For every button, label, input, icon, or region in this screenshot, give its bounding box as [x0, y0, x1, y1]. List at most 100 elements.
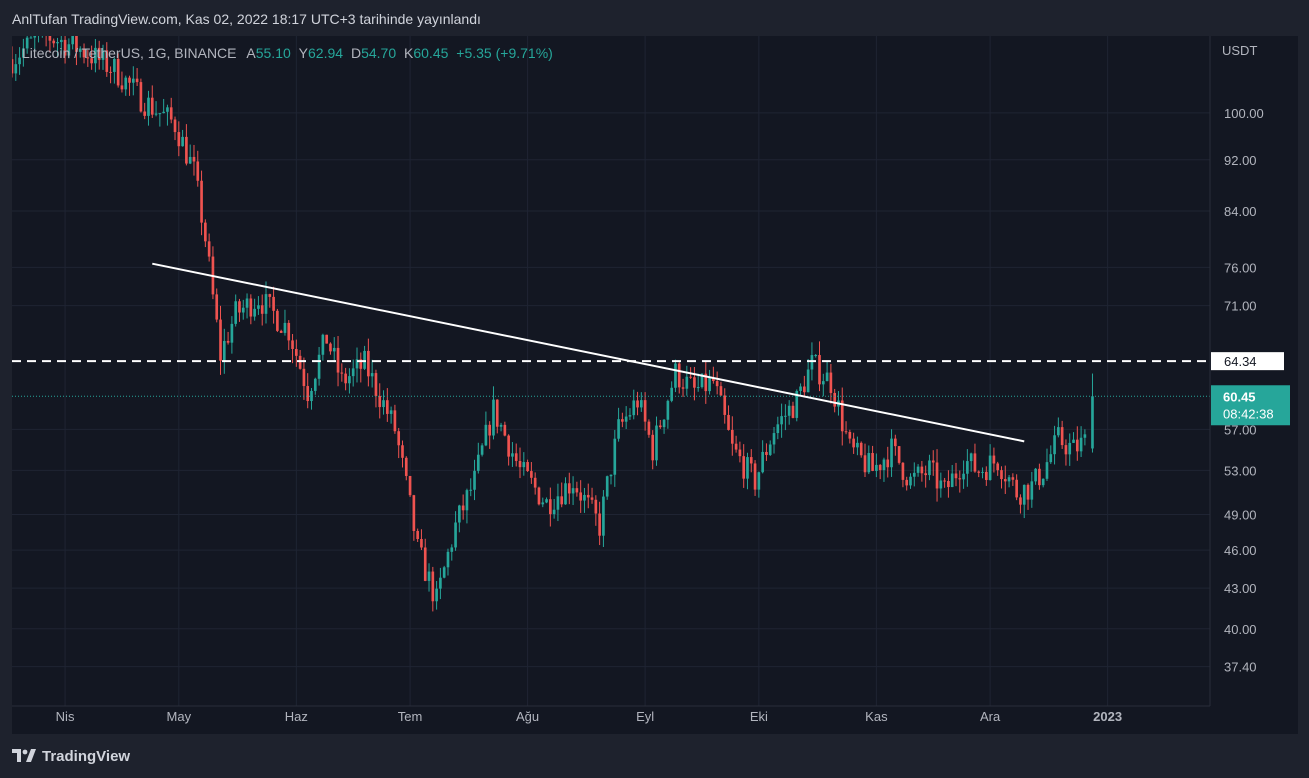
candle-body: [988, 455, 992, 480]
candle-body: [723, 395, 727, 415]
candle-body: [780, 416, 783, 425]
candle-body: [685, 376, 689, 389]
candle-body: [821, 381, 825, 385]
candle-body: [814, 355, 818, 357]
candle-body: [431, 571, 435, 602]
candle-body: [313, 378, 317, 391]
time-tick-label: Kas: [865, 709, 888, 724]
time-axis[interactable]: Nis May Haz Tem Ağu Eyl Eki Kas Ara 2023: [12, 705, 1210, 724]
price-tick-label: 37.40: [1224, 660, 1257, 675]
candle-body: [113, 58, 116, 72]
candle-body: [374, 373, 378, 397]
price-chart[interactable]: USDT 100.00 92.00 84.00 76.00 71.00 57.00 53.00…: [12, 36, 1298, 734]
price-tick-label: 76.00: [1224, 260, 1257, 275]
candle-body: [480, 445, 484, 455]
candle-body: [363, 350, 366, 369]
candle-body: [863, 455, 867, 473]
candle-body: [772, 433, 776, 445]
candle-body: [1000, 470, 1003, 480]
candle-body: [575, 488, 579, 493]
candle-body: [97, 47, 101, 60]
candle-body: [1019, 497, 1022, 505]
candle-body: [200, 180, 203, 223]
candle-body: [1060, 427, 1064, 446]
candle-body: [856, 442, 859, 448]
candle-body: [416, 530, 419, 540]
candle-body: [446, 551, 450, 568]
bar-countdown-text: 08:42:38: [1223, 406, 1274, 421]
chart-pane[interactable]: USDT 100.00 92.00 84.00 76.00 71.00 57.00 53.00…: [12, 36, 1298, 734]
candle-body: [1030, 481, 1034, 500]
candle-body: [617, 419, 620, 439]
candle-body: [181, 136, 184, 147]
candle-body: [241, 307, 245, 313]
time-tick-label: May: [167, 709, 192, 724]
candle-body: [143, 111, 147, 116]
candle-body: [469, 489, 473, 491]
candle-body: [818, 355, 821, 385]
time-tick-label: Haz: [285, 709, 308, 724]
candle-body: [1075, 439, 1079, 452]
candle-body: [681, 387, 685, 389]
candle-body: [954, 473, 958, 479]
candle-body: [105, 50, 109, 72]
candle-body: [844, 431, 848, 433]
trendline[interactable]: [152, 262, 1025, 443]
horizontal-line-price-text: 64.34: [1224, 354, 1257, 369]
candle-body: [924, 473, 927, 476]
candle-body: [166, 107, 169, 112]
candle-body: [651, 434, 655, 461]
candle-body: [950, 473, 954, 488]
candle-body: [401, 445, 404, 458]
candle-body: [765, 451, 768, 455]
candle-body: [526, 462, 529, 472]
candle-body: [321, 334, 325, 355]
candle-body: [545, 499, 548, 503]
candle-body: [86, 57, 90, 59]
candle-body: [749, 457, 753, 464]
candle-body: [249, 298, 253, 317]
publish-text: AnlTufan TradingView.com, Kas 02, 2022 1…: [12, 11, 481, 27]
candle-body: [939, 480, 943, 489]
candle-body: [29, 37, 33, 39]
candle-body: [423, 547, 427, 581]
candle-body: [503, 424, 507, 436]
candle-body: [412, 495, 416, 531]
candle-body: [776, 424, 780, 434]
candle-body: [594, 499, 598, 514]
horizontal-line-price-tag: [1211, 352, 1284, 371]
candle-body: [177, 132, 181, 147]
price-tick-label: 53.00: [1224, 463, 1257, 478]
candle-body: [238, 301, 241, 313]
candle-body: [12, 59, 14, 74]
candle-body: [393, 410, 397, 432]
candle-body: [768, 444, 772, 455]
tradingview-logo-icon: [12, 749, 36, 762]
candles: [12, 36, 1094, 612]
candle-body: [351, 368, 355, 377]
candle-body: [340, 372, 344, 374]
candle-body: [969, 453, 973, 462]
candle-body: [973, 453, 977, 472]
candle-body: [829, 372, 833, 393]
candle-body: [495, 399, 499, 427]
candle-body: [549, 499, 552, 515]
candle-body: [867, 453, 871, 473]
price-tick-label: 92.00: [1224, 153, 1257, 168]
candle-body: [530, 471, 533, 478]
candle-body: [25, 37, 29, 49]
candle-body: [287, 322, 291, 341]
candle-body: [253, 308, 256, 317]
candle-body: [329, 343, 332, 352]
candle-body: [897, 446, 901, 463]
candle-body: [746, 457, 749, 479]
candle-body: [712, 377, 715, 382]
candle-body: [935, 462, 939, 489]
candle-body: [943, 480, 946, 482]
candle-body: [878, 464, 882, 471]
candle-body: [499, 424, 503, 427]
overlays: [12, 262, 1210, 443]
candle-body: [890, 438, 893, 468]
price-axis[interactable]: USDT 100.00 92.00 84.00 76.00 71.00 57.00 53.00…: [1209, 36, 1290, 706]
price-tick-label: 40.00: [1224, 622, 1257, 637]
